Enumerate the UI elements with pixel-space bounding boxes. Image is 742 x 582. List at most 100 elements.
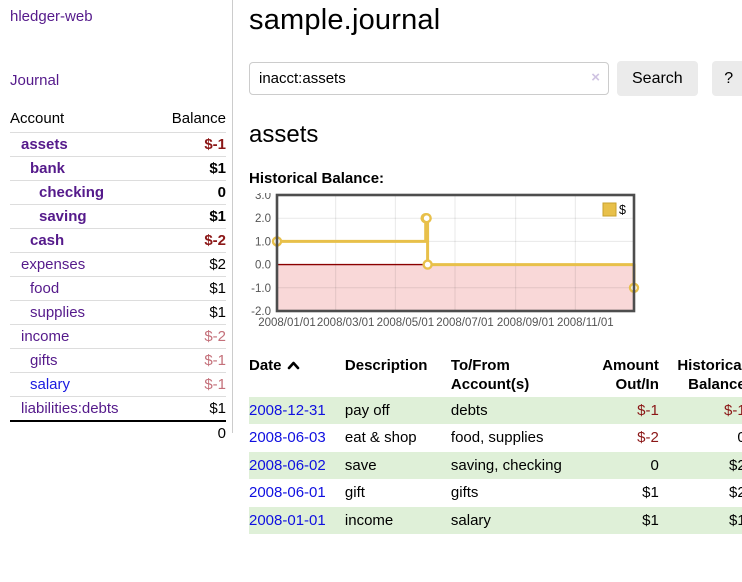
account-balance: $-2 bbox=[154, 324, 226, 349]
account-row: liabilities:debts $1 bbox=[10, 396, 226, 421]
transaction-date-link[interactable]: 2008-01-01 bbox=[249, 511, 326, 529]
transaction-date-link[interactable]: 2008-06-02 bbox=[249, 456, 326, 474]
account-link[interactable]: bank bbox=[30, 160, 66, 177]
help-button[interactable]: ? bbox=[711, 61, 742, 96]
transaction-description: save bbox=[344, 456, 377, 474]
account-row: food $1 bbox=[10, 276, 226, 301]
account-row: checking 0 bbox=[10, 180, 226, 205]
account-link[interactable]: expenses bbox=[21, 256, 86, 273]
svg-text:-2.0: -2.0 bbox=[251, 306, 271, 318]
svg-text:2008/05/01: 2008/05/01 bbox=[377, 317, 435, 329]
register-header-balance: Historical Balance bbox=[677, 357, 742, 393]
transaction-description: pay off bbox=[344, 401, 390, 419]
svg-text:2008/01/01: 2008/01/01 bbox=[258, 317, 316, 329]
account-balance: 0 bbox=[154, 180, 226, 205]
account-link[interactable]: supplies bbox=[30, 304, 86, 321]
transaction-date-link[interactable]: 2008-12-31 bbox=[249, 401, 326, 419]
account-link[interactable]: checking bbox=[39, 184, 105, 201]
transaction-accounts: salary bbox=[450, 511, 491, 529]
account-heading: assets bbox=[249, 121, 319, 148]
accounts-table: Account Balance assets $-1 bank $1 checking 0… bbox=[10, 107, 226, 445]
account-link[interactable]: cash bbox=[30, 232, 65, 249]
account-row: expenses $2 bbox=[10, 252, 226, 277]
svg-text:0.0: 0.0 bbox=[255, 260, 271, 272]
register-header-description: Description bbox=[344, 357, 428, 374]
clear-search-icon[interactable]: × bbox=[591, 69, 600, 86]
svg-text:2.0: 2.0 bbox=[255, 213, 271, 225]
account-balance: $-1 bbox=[154, 348, 226, 373]
transaction-accounts: gifts bbox=[450, 484, 479, 501]
svg-text:3.0: 3.0 bbox=[255, 193, 271, 202]
register-row: 2008-12-31 pay off debts $-1 $-1 bbox=[249, 396, 742, 424]
register-header-date-label: Date bbox=[249, 357, 282, 374]
transaction-date-link[interactable]: 2008-06-03 bbox=[249, 429, 326, 446]
account-row: gifts $-1 bbox=[10, 348, 226, 373]
app-title: hledger-web bbox=[10, 8, 232, 25]
account-link[interactable]: assets bbox=[21, 136, 68, 153]
svg-text:1.0: 1.0 bbox=[255, 236, 271, 248]
transaction-accounts: debts bbox=[450, 401, 488, 419]
sort-ascending-icon bbox=[287, 357, 300, 376]
account-row: saving $1 bbox=[10, 204, 226, 229]
transaction-amount: $-2 bbox=[637, 429, 659, 446]
register-row: 2008-06-03 eat & shop food, supplies $-2 0 bbox=[249, 424, 742, 452]
svg-text:2008/11/01: 2008/11/01 bbox=[557, 317, 614, 329]
account-link[interactable]: gifts bbox=[30, 352, 58, 369]
account-balance: $-2 bbox=[154, 228, 226, 253]
app-title-link[interactable]: hledger-web bbox=[10, 8, 93, 25]
account-link[interactable]: salary bbox=[30, 376, 71, 393]
transaction-amount: $1 bbox=[642, 511, 659, 529]
sidebar-nav: Journal bbox=[10, 72, 232, 89]
chart-legend-label: $ bbox=[619, 203, 626, 217]
account-link[interactable]: food bbox=[30, 280, 60, 297]
historical-balance-chart[interactable]: 3.0 2.0 1.0 0.0 -1.0 -2.0 2008/01/01 2008/03/01… bbox=[249, 193, 742, 334]
chart-title: Historical Balance: bbox=[249, 170, 385, 187]
register-header-date[interactable]: Date bbox=[249, 355, 345, 397]
account-link[interactable]: liabilities:debts bbox=[21, 400, 119, 417]
svg-text:-1.0: -1.0 bbox=[251, 283, 271, 295]
svg-text:2008/09/01: 2008/09/01 bbox=[497, 317, 555, 329]
account-row: bank $1 bbox=[10, 156, 226, 181]
sidebar-item-journal[interactable]: Journal bbox=[10, 72, 60, 89]
transaction-balance: $-1 bbox=[724, 401, 742, 419]
account-row: cash $-2 bbox=[10, 228, 226, 253]
transaction-amount: $1 bbox=[642, 484, 659, 501]
page-title: sample.journal bbox=[249, 4, 441, 36]
transaction-amount: 0 bbox=[650, 456, 659, 474]
search-input[interactable] bbox=[249, 62, 609, 95]
account-link[interactable]: income bbox=[21, 328, 70, 345]
transaction-date-link[interactable]: 2008-06-01 bbox=[249, 484, 326, 501]
register-header-accounts: To/From Account(s) bbox=[450, 357, 530, 393]
register-row: 2008-06-02 save saving, checking 0 $2 bbox=[249, 451, 742, 479]
register-table-body: 2008-12-31 pay off debts $-1 $-1 2008-06-03 ea… bbox=[249, 396, 742, 534]
account-row: supplies $1 bbox=[10, 300, 226, 325]
account-balance: $2 bbox=[154, 252, 226, 277]
transaction-amount: $-1 bbox=[637, 401, 659, 419]
transaction-balance: $2 bbox=[729, 456, 742, 474]
transaction-balance: 0 bbox=[737, 429, 742, 446]
search-input-wrap: × bbox=[249, 62, 609, 95]
account-balance: $1 bbox=[154, 276, 226, 301]
svg-text:2008/07/01: 2008/07/01 bbox=[436, 317, 494, 329]
account-row: income $-2 bbox=[10, 324, 226, 349]
register-row: 2008-06-01 gift gifts $1 $2 bbox=[249, 479, 742, 507]
account-balance: $1 bbox=[154, 300, 226, 325]
accounts-header-balance: Balance bbox=[171, 110, 226, 127]
transaction-accounts: food, supplies bbox=[450, 429, 544, 446]
transaction-description: gift bbox=[344, 484, 365, 501]
account-balance: $1 bbox=[154, 204, 226, 229]
main-content: sample.journal × Search ? assets Histori… bbox=[233, 0, 742, 582]
accounts-total-row: 0 bbox=[10, 420, 226, 445]
account-balance: $1 bbox=[154, 156, 226, 181]
accounts-table-body: assets $-1 bank $1 checking 0 saving $1 cash $-2 e… bbox=[10, 132, 226, 445]
search-button[interactable]: Search bbox=[617, 61, 698, 96]
transaction-balance: $1 bbox=[729, 511, 742, 529]
account-row: salary $-1 bbox=[10, 372, 226, 397]
account-link[interactable]: saving bbox=[39, 208, 87, 225]
sidebar: hledger-web Journal Account Balance asse… bbox=[0, 0, 233, 445]
account-balance: $-1 bbox=[154, 132, 226, 157]
accounts-total-value: 0 bbox=[154, 420, 226, 445]
transaction-accounts: saving, checking bbox=[450, 456, 562, 474]
transaction-description: eat & shop bbox=[344, 429, 417, 446]
